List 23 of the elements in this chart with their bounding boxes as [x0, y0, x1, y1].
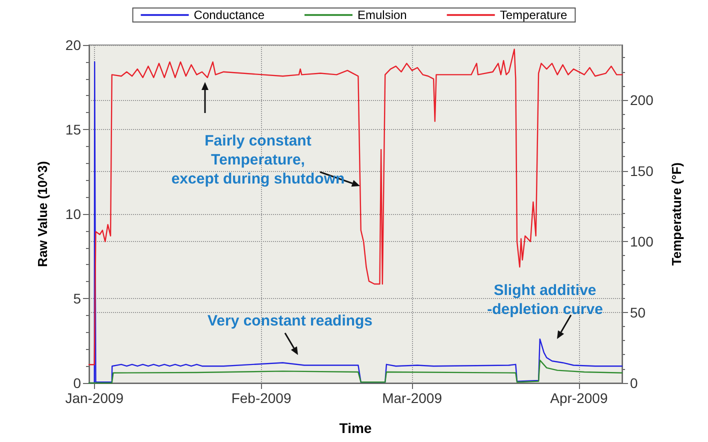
- x-tick-label: Mar-2009: [382, 390, 442, 406]
- y-tick-label: 0: [73, 375, 82, 391]
- y-tick-label: 5: [73, 290, 82, 306]
- y-tick-label: 15: [65, 122, 82, 138]
- x-tick-label: Jan-2009: [65, 390, 124, 406]
- x-tick-label: Apr-2009: [550, 390, 608, 406]
- legend-label: Emulsion: [358, 8, 407, 22]
- annotation: Slight additive -depletion curve: [487, 281, 603, 319]
- y-tick-label: 10: [65, 206, 82, 222]
- x-tick-label: Feb-2009: [231, 390, 292, 406]
- y-tick-label: 20: [65, 37, 82, 53]
- legend-label: Temperature: [500, 8, 568, 22]
- legend-label: Conductance: [194, 8, 265, 22]
- y2-tick-label: 0: [630, 375, 638, 391]
- annotation: Fairly constant Temperature, except during shutdown: [171, 132, 345, 188]
- y2-axis-title: Temperature (°F): [669, 162, 684, 266]
- y2-tick-label: 100: [630, 234, 654, 250]
- y2-tick-label: 50: [630, 304, 646, 320]
- annotation: Very constant readings: [207, 312, 373, 330]
- y-axis-title: Raw Value (10^3): [35, 161, 50, 267]
- y2-tick-label: 150: [630, 162, 654, 179]
- y2-tick-label: 200: [630, 92, 654, 108]
- x-axis-title: Time: [339, 420, 372, 436]
